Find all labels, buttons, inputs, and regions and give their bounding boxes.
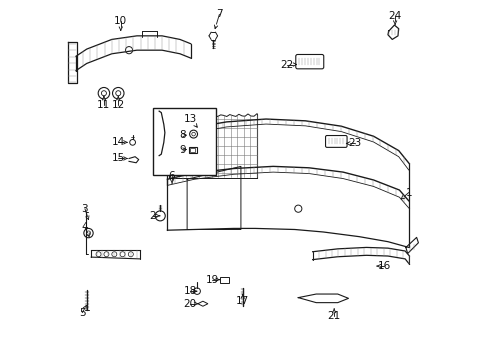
Text: 17: 17 <box>236 296 249 306</box>
Text: 6: 6 <box>168 171 175 181</box>
Text: 23: 23 <box>347 139 361 148</box>
Text: 13: 13 <box>183 114 197 124</box>
Text: 19: 19 <box>205 275 219 285</box>
FancyBboxPatch shape <box>153 108 215 175</box>
FancyBboxPatch shape <box>325 135 346 147</box>
FancyBboxPatch shape <box>188 147 196 153</box>
Text: 7: 7 <box>216 9 222 19</box>
Text: 1: 1 <box>405 188 411 198</box>
Text: 3: 3 <box>81 204 88 214</box>
Text: 21: 21 <box>327 311 340 321</box>
Text: 18: 18 <box>183 286 196 296</box>
FancyBboxPatch shape <box>220 277 228 283</box>
Text: 22: 22 <box>280 59 293 69</box>
FancyBboxPatch shape <box>190 148 195 152</box>
Text: 9: 9 <box>179 144 186 154</box>
FancyBboxPatch shape <box>295 54 323 69</box>
Text: 8: 8 <box>179 130 186 140</box>
Text: 16: 16 <box>377 261 390 271</box>
Text: 14: 14 <box>111 138 124 147</box>
Text: 20: 20 <box>183 299 196 309</box>
Text: 2: 2 <box>149 211 156 221</box>
Text: 4: 4 <box>81 222 88 232</box>
Text: 15: 15 <box>111 153 124 163</box>
Text: 10: 10 <box>114 17 127 27</box>
Text: 5: 5 <box>79 308 85 318</box>
Text: 12: 12 <box>111 100 124 110</box>
Text: 24: 24 <box>387 11 401 21</box>
Text: 11: 11 <box>97 100 110 110</box>
